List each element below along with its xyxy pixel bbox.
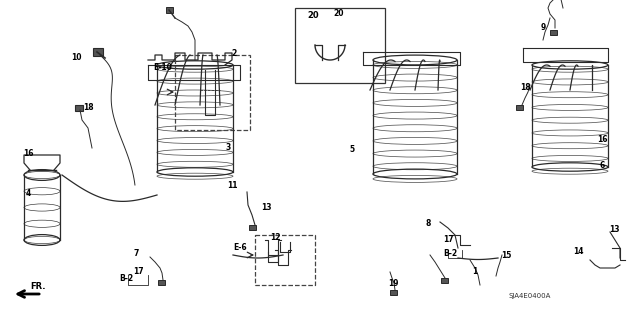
Text: 3: 3 bbox=[225, 143, 230, 152]
Text: 11: 11 bbox=[227, 181, 237, 189]
Text: 20: 20 bbox=[307, 11, 319, 20]
Bar bbox=[249, 225, 256, 230]
Text: B-2: B-2 bbox=[119, 274, 133, 283]
Text: 18: 18 bbox=[83, 102, 93, 112]
Text: 7: 7 bbox=[133, 249, 139, 257]
Bar bbox=[255, 235, 315, 285]
Text: 2: 2 bbox=[232, 48, 237, 57]
Text: 17: 17 bbox=[443, 235, 453, 244]
Bar bbox=[390, 290, 397, 295]
Text: 6: 6 bbox=[600, 160, 605, 169]
Text: 8: 8 bbox=[426, 219, 431, 227]
Bar bbox=[441, 278, 448, 283]
Text: FR.: FR. bbox=[30, 282, 45, 291]
Bar bbox=[158, 280, 165, 285]
Bar bbox=[93, 48, 103, 56]
Text: 16: 16 bbox=[23, 149, 33, 158]
Text: 15: 15 bbox=[501, 250, 511, 259]
Text: 20: 20 bbox=[333, 9, 344, 18]
Text: 14: 14 bbox=[573, 248, 583, 256]
Text: 18: 18 bbox=[520, 83, 531, 92]
Text: 5: 5 bbox=[349, 145, 355, 154]
Text: E-10: E-10 bbox=[154, 63, 172, 72]
Bar bbox=[550, 30, 557, 35]
Bar bbox=[516, 105, 523, 110]
Bar bbox=[295, 8, 385, 83]
Text: 9: 9 bbox=[540, 24, 546, 33]
Text: 16: 16 bbox=[596, 136, 607, 145]
Text: 1: 1 bbox=[472, 268, 477, 277]
Text: 13: 13 bbox=[609, 226, 620, 234]
Text: 19: 19 bbox=[388, 278, 398, 287]
Bar bbox=[166, 7, 173, 13]
Text: 10: 10 bbox=[71, 54, 81, 63]
Bar bbox=[75, 105, 83, 111]
Text: 12: 12 bbox=[269, 233, 280, 241]
Text: 4: 4 bbox=[26, 189, 31, 197]
Text: SJA4E0400A: SJA4E0400A bbox=[509, 293, 551, 299]
Bar bbox=[175, 55, 250, 130]
Text: 17: 17 bbox=[132, 268, 143, 277]
Text: E-6: E-6 bbox=[233, 243, 247, 252]
Text: 13: 13 bbox=[260, 203, 271, 211]
Text: B-2: B-2 bbox=[443, 249, 457, 258]
